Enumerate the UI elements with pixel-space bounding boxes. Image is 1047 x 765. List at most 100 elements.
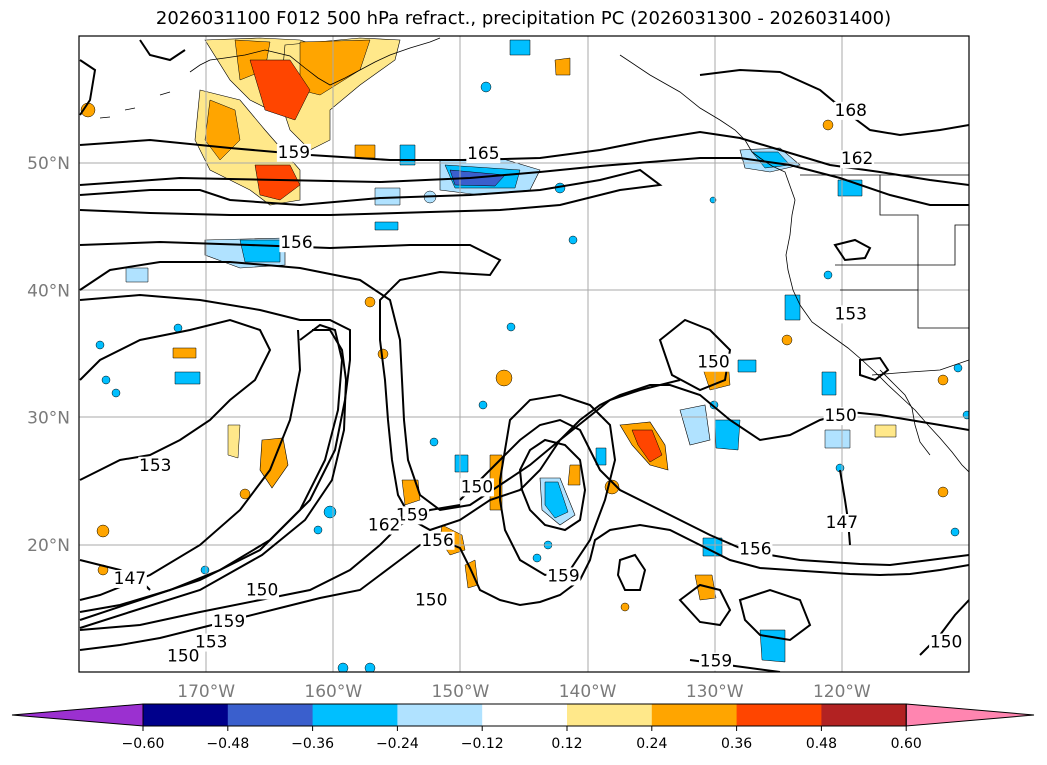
contour-label-background — [824, 513, 859, 532]
contour-label: 159 — [213, 612, 245, 632]
colorbar-swatch — [397, 704, 483, 726]
precip-positive-area — [694, 574, 717, 601]
contour-label-background — [395, 506, 430, 525]
map-graticule — [79, 36, 969, 672]
contour-northwest — [79, 59, 97, 116]
precip-negative-area — [506, 322, 516, 332]
precip-negative-area — [824, 429, 851, 449]
contour-label: 168 — [835, 101, 867, 121]
alaska-panhandle-coast — [619, 54, 796, 201]
contour-label: 165 — [467, 144, 499, 164]
contour-label-background — [833, 305, 868, 324]
contour-label-background — [212, 613, 247, 632]
contour-label: 150 — [415, 591, 447, 611]
precip-negative-area — [125, 267, 149, 283]
contour-153 — [79, 261, 681, 512]
precip-positive-area — [822, 119, 834, 131]
contour-150-south — [79, 523, 969, 651]
contour-label-background — [696, 353, 731, 372]
map-title: 2026031100 F012 500 hPa refract., precip… — [155, 8, 892, 29]
colorbar: −0.60 −0.48 −0.36 −0.24 −0.12 0.12 0.24 0.36 0.4… — [11, 703, 1035, 752]
precip-negative-area — [399, 144, 416, 166]
contour-label-background — [138, 456, 173, 475]
precip-negative-area — [374, 221, 399, 231]
precip-positive-area — [631, 429, 663, 463]
contour-162 — [79, 157, 969, 206]
contour-156-south — [459, 418, 969, 567]
contour-inner-2 — [79, 323, 344, 621]
west-us-coastline — [785, 199, 969, 473]
contour-label-background — [276, 143, 311, 162]
precip-negative-area — [174, 371, 201, 385]
precip-positive-area — [874, 424, 897, 438]
precip-negative-area — [364, 662, 376, 672]
contour-label-background — [112, 569, 147, 588]
precip-negative-area — [323, 505, 337, 519]
precip-positive-area — [464, 559, 479, 589]
alaska-coastline — [209, 37, 441, 86]
colorbar-tick-label: −0.48 — [206, 736, 249, 752]
precip-positive-area — [401, 479, 421, 506]
precip-positive-area — [259, 437, 289, 489]
contour-159 — [79, 168, 663, 216]
contour-159-loop — [518, 438, 587, 532]
contour-inner-3 — [79, 329, 348, 629]
precip-negative-area — [313, 525, 323, 535]
contour-156 — [79, 240, 969, 532]
contour-label: 162 — [368, 516, 400, 536]
contour-label-background — [414, 591, 449, 610]
precip-positive-area — [227, 424, 241, 459]
contour-label: 153 — [835, 304, 867, 324]
precip-negative-area — [480, 81, 492, 93]
colorbar-swatch — [312, 704, 398, 726]
precip-positive-area — [937, 486, 949, 498]
contour-label: 150 — [246, 580, 278, 600]
contour-label-background — [823, 407, 858, 426]
precip-negative-area — [337, 662, 349, 672]
contour-label-background — [459, 478, 494, 497]
precip-negative-area — [737, 359, 757, 373]
precip-negative-area — [544, 481, 569, 519]
contour-label: 159 — [700, 652, 732, 672]
colorbar-tick-label: 0.24 — [636, 736, 667, 752]
us-mexico-border — [871, 359, 969, 376]
precip-positive-area — [254, 164, 301, 201]
precip-negative-area — [532, 553, 542, 563]
contour-label: 159 — [547, 566, 579, 586]
contour-northwest — [139, 39, 186, 62]
contour-label: 147 — [826, 513, 858, 533]
precip-negative-area — [953, 363, 963, 373]
precip-positive-area — [620, 602, 630, 612]
precip-positive-area — [249, 59, 311, 121]
precip-positive-area — [239, 488, 251, 500]
colorbar-swatch — [143, 704, 229, 726]
precip-negative-area — [568, 235, 578, 245]
contour-label: 150 — [461, 477, 493, 497]
contour-label: 156 — [280, 233, 312, 253]
latitude-label: 40°N — [27, 281, 70, 301]
contour-label-background — [840, 150, 875, 169]
colorbar-swatch — [651, 704, 738, 726]
longitude-label: 150°W — [432, 682, 490, 702]
precip-positive-area — [354, 144, 376, 159]
contour-label-background — [279, 234, 314, 253]
contour-147-east — [839, 469, 851, 546]
latitude-labels: 50°N 40°N 30°N 20°N — [27, 154, 70, 556]
contour-south-loop — [678, 583, 732, 627]
colorbar-tick-label: −0.12 — [461, 736, 504, 752]
precip-negative-area — [595, 447, 607, 466]
contour-inner-1 — [79, 318, 272, 481]
contour-label: 147 — [114, 569, 146, 589]
precip-positive-area — [554, 57, 571, 76]
contour-label-background — [738, 540, 773, 559]
contour-150 — [79, 293, 351, 613]
longitude-label: 140°W — [559, 682, 617, 702]
precip-positive-area — [172, 347, 197, 359]
longitude-label: 120°W — [813, 682, 871, 702]
colorbar-extend-low — [11, 703, 144, 727]
aleutian-islands — [99, 59, 211, 119]
contour-label: 150 — [824, 406, 856, 426]
colorbar-tick-label: 0.48 — [806, 736, 837, 752]
colorbar-tick-label: 0.60 — [891, 736, 922, 752]
